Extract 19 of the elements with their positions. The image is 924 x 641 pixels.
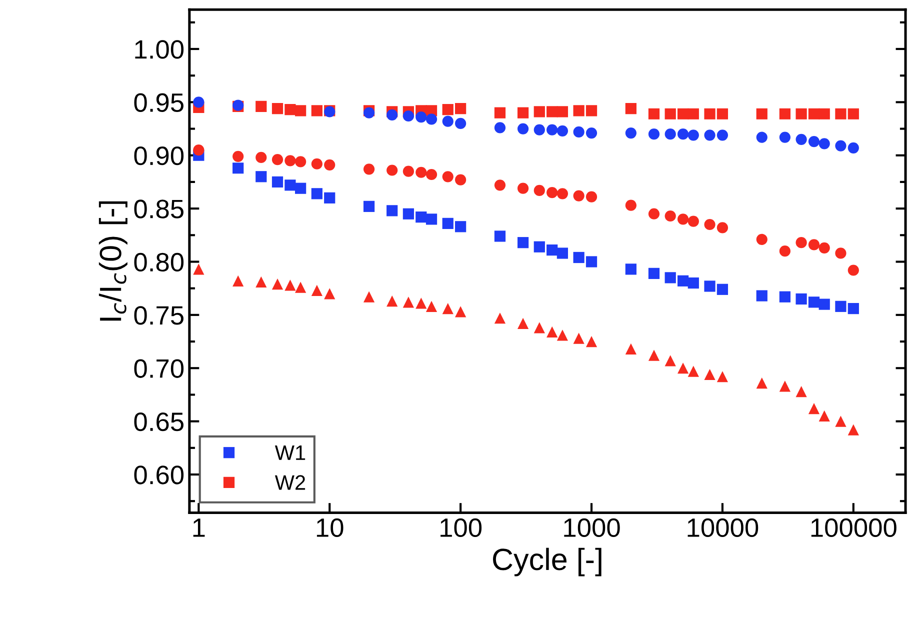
y-tick-label: 0.75 — [134, 306, 184, 325]
x-tick-label: 10000 — [688, 518, 758, 538]
y-tick-label: 0.70 — [134, 359, 184, 378]
x-tick-label: 100000 — [811, 518, 896, 538]
x-tick-label: 100 — [440, 518, 482, 538]
y-tick-label: 0.65 — [134, 412, 184, 432]
y-axis-title: I$_{c}$/I$_{c}$(0) [-] — [98, 201, 128, 321]
y-tick-label: 0.85 — [134, 200, 184, 218]
x-tick-label: 1 — [193, 518, 205, 537]
y-tick-label: 0.90 — [134, 146, 184, 166]
y-tick-label: 0.95 — [134, 93, 184, 112]
y-tick-label: 0.60 — [134, 466, 184, 484]
y-tick-label: 1.00 — [135, 40, 184, 59]
y-tick-label: 0.80 — [134, 252, 184, 272]
x-tick-label: 1000 — [564, 518, 620, 538]
legend-label: W2 — [274, 475, 306, 490]
x-tick-label: 10 — [316, 518, 344, 538]
legend-label: W1 — [274, 446, 306, 460]
x-axis-title: Cycle [-] — [493, 548, 602, 576]
